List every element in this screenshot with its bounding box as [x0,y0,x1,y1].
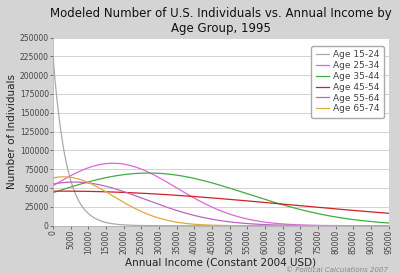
Age 35-44 [51,191,56,194]
Age 65-74 [386,224,391,227]
Age 35-44 [68,185,72,189]
Age 25-34 [111,162,116,165]
Age 45-54 [58,189,62,193]
Age 15-24 [376,224,381,227]
Age 55-64 [315,224,320,227]
Age 45-54 [214,197,219,200]
Title: Modeled Number of U.S. Individuals vs. Annual Income by
Age Group, 1995: Modeled Number of U.S. Individuals vs. A… [50,7,392,35]
Age 65-74 [205,223,210,227]
Age 65-74 [68,176,73,179]
Age 65-74 [376,224,381,227]
Age 55-64 [205,217,210,220]
Age 35-44 [205,180,210,183]
Age 15-24 [51,55,56,58]
Age 25-34 [68,174,72,178]
Age 45-54 [386,212,391,215]
X-axis label: Annual Income (Constant 2004 USD): Annual Income (Constant 2004 USD) [125,257,316,267]
Age 65-74 [214,224,219,227]
Age 25-34 [376,224,381,227]
Age 45-54 [51,190,56,193]
Age 35-44 [146,171,151,175]
Line: Age 45-54: Age 45-54 [53,191,388,213]
Line: Age 25-34: Age 25-34 [53,163,388,226]
Age 35-44 [376,221,381,224]
Age 25-34 [205,203,210,207]
Age 45-54 [68,190,73,193]
Age 55-64 [214,218,219,222]
Text: © Political Calculations 2007: © Political Calculations 2007 [286,267,388,273]
Age 65-74 [51,176,56,179]
Age 15-24 [205,224,210,227]
Age 65-74 [61,175,66,178]
Age 35-44 [315,212,320,215]
Age 55-64 [68,181,72,184]
Age 15-24 [386,224,391,227]
Age 35-44 [386,221,391,225]
Line: Age 35-44: Age 35-44 [53,173,388,223]
Age 15-24 [376,224,381,227]
Age 25-34 [51,184,56,187]
Age 45-54 [376,211,381,214]
Age 35-44 [214,182,219,186]
Age 25-34 [214,207,219,211]
Age 25-34 [315,224,320,227]
Age 35-44 [376,221,381,224]
Age 65-74 [315,224,320,227]
Age 25-34 [386,224,391,227]
Line: Age 65-74: Age 65-74 [53,177,388,226]
Y-axis label: Number of Individuals: Number of Individuals [7,74,17,189]
Age 45-54 [315,206,320,209]
Line: Age 15-24: Age 15-24 [53,56,388,226]
Age 15-24 [214,224,218,227]
Age 55-64 [376,224,381,227]
Age 65-74 [376,224,381,227]
Age 25-34 [376,224,381,227]
Age 55-64 [72,180,76,184]
Age 55-64 [51,182,56,185]
Age 15-24 [315,224,320,227]
Age 45-54 [205,196,210,199]
Age 45-54 [376,211,381,214]
Age 55-64 [376,224,381,227]
Line: Age 55-64: Age 55-64 [53,182,388,226]
Age 15-24 [68,177,72,180]
Legend: Age 15-24, Age 25-34, Age 35-44, Age 45-54, Age 55-64, Age 65-74: Age 15-24, Age 25-34, Age 35-44, Age 45-… [311,46,384,118]
Age 55-64 [386,224,391,227]
